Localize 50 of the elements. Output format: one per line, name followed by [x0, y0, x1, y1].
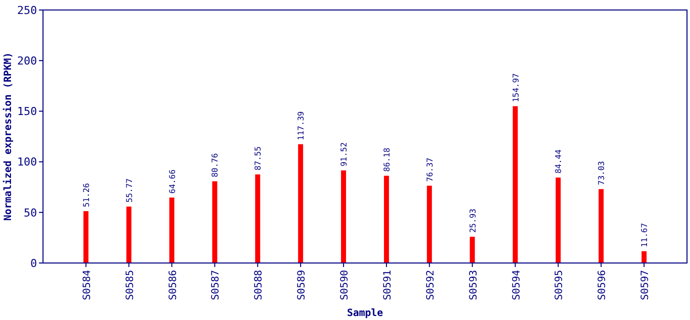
x-tick-label: S0596 — [597, 270, 608, 300]
bar — [169, 198, 174, 263]
x-tick-label: S0586 — [168, 270, 179, 300]
bar — [255, 174, 260, 263]
x-tick-label: S0591 — [382, 270, 394, 300]
data-label: 51.26 — [82, 182, 91, 208]
data-label: 11.67 — [640, 222, 650, 248]
data-label: 80.76 — [210, 153, 220, 178]
bar — [83, 211, 88, 263]
data-label: 84.44 — [554, 149, 564, 174]
bar — [512, 106, 518, 263]
data-label: 64.66 — [168, 169, 177, 194]
x-tick-label: S0589 — [296, 270, 308, 300]
y-tick-label: 50 — [24, 206, 37, 220]
data-label: 86.18 — [382, 148, 392, 172]
bar — [426, 186, 432, 263]
data-label: 76.37 — [425, 157, 434, 182]
y-tick-label: 200 — [17, 54, 37, 68]
x-tick-label: S0597 — [640, 270, 652, 300]
data-label: 117.39 — [296, 111, 306, 140]
x-tick-label: S0594 — [511, 270, 522, 300]
y-axis-title: Normalized expression (RPKM) — [2, 52, 14, 221]
x-tick-label: S0584 — [82, 270, 93, 300]
x-axis-title: Sample — [346, 308, 384, 319]
data-label: 87.55 — [254, 146, 263, 170]
data-label: 55.77 — [124, 178, 134, 203]
y-tick-label: 100 — [17, 156, 37, 169]
x-tick-label: S0592 — [425, 270, 436, 300]
bar — [470, 236, 475, 263]
bar — [341, 170, 346, 263]
data-label: 91.52 — [340, 142, 349, 166]
bar — [598, 189, 604, 263]
bar — [298, 144, 304, 263]
data-label: 25.93 — [468, 208, 478, 233]
x-tick-label: S0588 — [254, 270, 265, 300]
bar — [384, 176, 389, 263]
data-label: 73.03 — [597, 160, 606, 186]
x-tick-label: S0593 — [468, 270, 480, 300]
x-tick-label: S0595 — [554, 270, 566, 300]
bar — [126, 206, 132, 263]
bar — [556, 178, 561, 263]
y-tick-label: 0 — [30, 256, 37, 270]
bar — [212, 181, 218, 263]
y-tick-label: 250 — [17, 4, 37, 17]
bar — [642, 251, 647, 263]
x-tick-label: S0590 — [340, 270, 351, 300]
data-label: 154.97 — [511, 73, 520, 102]
y-tick-label: 150 — [17, 105, 37, 118]
x-tick-label: S0585 — [124, 270, 136, 300]
x-tick-label: S0587 — [210, 270, 222, 300]
